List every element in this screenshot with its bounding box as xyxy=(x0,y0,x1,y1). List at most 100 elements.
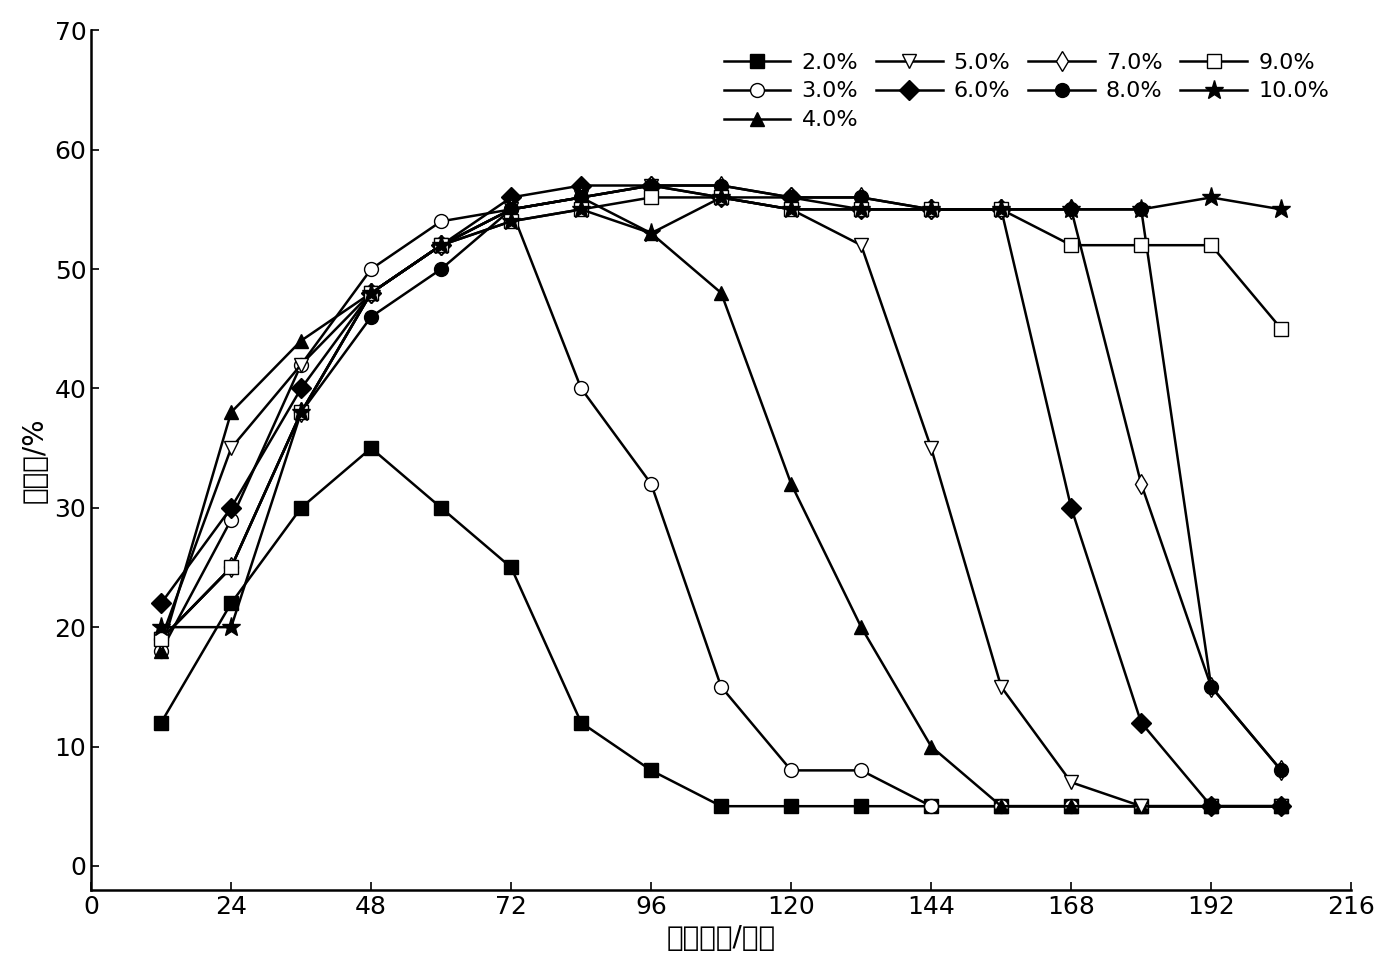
2.0% xyxy=(713,801,730,812)
3.0% xyxy=(572,382,589,394)
7.0% xyxy=(223,561,240,573)
5.0% xyxy=(1273,801,1290,812)
7.0% xyxy=(1273,765,1290,776)
9.0% xyxy=(363,287,380,299)
10.0% xyxy=(1273,203,1290,215)
4.0% xyxy=(572,192,589,203)
5.0% xyxy=(1062,776,1079,788)
9.0% xyxy=(293,407,310,418)
4.0% xyxy=(503,203,519,215)
8.0% xyxy=(363,311,380,323)
7.0% xyxy=(152,633,169,645)
2.0% xyxy=(152,717,169,729)
10.0% xyxy=(363,287,380,299)
8.0% xyxy=(642,180,659,192)
6.0% xyxy=(783,192,800,203)
3.0% xyxy=(433,215,450,227)
2.0% xyxy=(1203,801,1220,812)
Line: 8.0%: 8.0% xyxy=(154,179,1289,777)
3.0% xyxy=(713,681,730,693)
2.0% xyxy=(572,717,589,729)
2.0% xyxy=(293,502,310,514)
6.0% xyxy=(923,203,940,215)
7.0% xyxy=(572,192,589,203)
8.0% xyxy=(993,203,1009,215)
Legend: 2.0%, 3.0%, 4.0%, 5.0%, 6.0%, 7.0%, 8.0%, 9.0%, 10.0%: 2.0%, 3.0%, 4.0%, 5.0%, 6.0%, 7.0%, 8.0%… xyxy=(712,42,1340,141)
6.0% xyxy=(152,597,169,609)
10.0% xyxy=(993,203,1009,215)
3.0% xyxy=(993,801,1009,812)
4.0% xyxy=(993,801,1009,812)
9.0% xyxy=(853,203,870,215)
8.0% xyxy=(853,192,870,203)
7.0% xyxy=(363,287,380,299)
5.0% xyxy=(223,443,240,454)
7.0% xyxy=(713,180,730,192)
3.0% xyxy=(923,801,940,812)
10.0% xyxy=(853,203,870,215)
Line: 10.0%: 10.0% xyxy=(151,188,1291,637)
8.0% xyxy=(293,407,310,418)
8.0% xyxy=(1062,203,1079,215)
4.0% xyxy=(1132,801,1149,812)
7.0% xyxy=(433,239,450,251)
7.0% xyxy=(1203,681,1220,693)
8.0% xyxy=(1132,203,1149,215)
10.0% xyxy=(923,203,940,215)
2.0% xyxy=(433,502,450,514)
2.0% xyxy=(1273,801,1290,812)
6.0% xyxy=(1273,801,1290,812)
9.0% xyxy=(993,203,1009,215)
5.0% xyxy=(642,180,659,192)
9.0% xyxy=(783,203,800,215)
10.0% xyxy=(152,622,169,633)
6.0% xyxy=(1062,502,1079,514)
8.0% xyxy=(433,264,450,275)
6.0% xyxy=(363,287,380,299)
5.0% xyxy=(152,633,169,645)
4.0% xyxy=(1062,801,1079,812)
3.0% xyxy=(1132,801,1149,812)
2.0% xyxy=(783,801,800,812)
Y-axis label: 生物量/%: 生物量/% xyxy=(21,417,49,503)
3.0% xyxy=(363,264,380,275)
10.0% xyxy=(1132,203,1149,215)
6.0% xyxy=(293,382,310,394)
10.0% xyxy=(713,192,730,203)
10.0% xyxy=(433,239,450,251)
4.0% xyxy=(713,287,730,299)
9.0% xyxy=(1273,323,1290,335)
10.0% xyxy=(1062,203,1079,215)
7.0% xyxy=(1062,203,1079,215)
3.0% xyxy=(293,359,310,371)
Line: 2.0%: 2.0% xyxy=(154,441,1289,813)
5.0% xyxy=(1132,801,1149,812)
Line: 4.0%: 4.0% xyxy=(154,191,1289,813)
8.0% xyxy=(152,633,169,645)
7.0% xyxy=(993,203,1009,215)
5.0% xyxy=(363,287,380,299)
8.0% xyxy=(713,180,730,192)
10.0% xyxy=(223,622,240,633)
9.0% xyxy=(1132,239,1149,251)
2.0% xyxy=(642,765,659,776)
10.0% xyxy=(572,203,589,215)
3.0% xyxy=(853,765,870,776)
5.0% xyxy=(713,192,730,203)
2.0% xyxy=(1132,801,1149,812)
3.0% xyxy=(783,765,800,776)
7.0% xyxy=(1132,478,1149,489)
3.0% xyxy=(1273,801,1290,812)
5.0% xyxy=(503,203,519,215)
5.0% xyxy=(923,443,940,454)
Line: 3.0%: 3.0% xyxy=(154,202,1289,813)
4.0% xyxy=(152,645,169,657)
6.0% xyxy=(1132,717,1149,729)
Line: 9.0%: 9.0% xyxy=(154,191,1289,646)
8.0% xyxy=(1203,681,1220,693)
2.0% xyxy=(853,801,870,812)
5.0% xyxy=(1203,801,1220,812)
6.0% xyxy=(1203,801,1220,812)
5.0% xyxy=(293,359,310,371)
Line: 6.0%: 6.0% xyxy=(154,179,1289,813)
